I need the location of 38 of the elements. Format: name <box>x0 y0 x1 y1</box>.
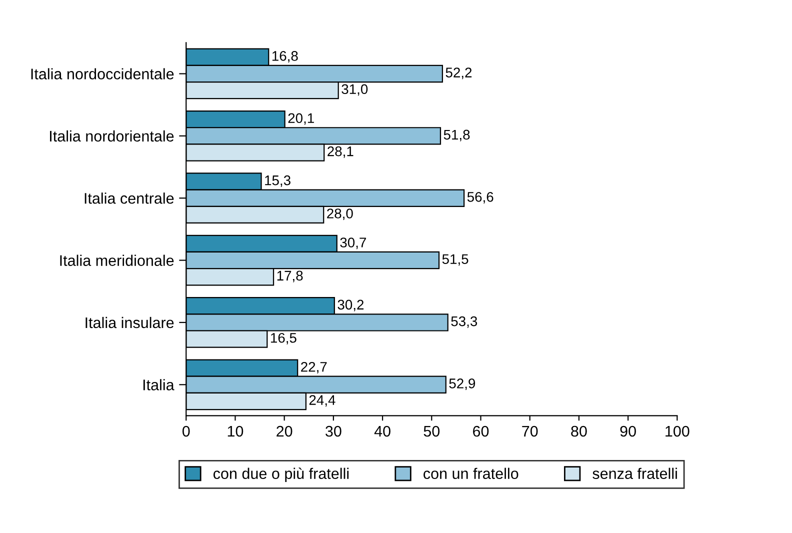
legend-label: con un fratello <box>424 468 518 480</box>
data-label: 20,1 <box>288 113 314 125</box>
data-label: 51,5 <box>442 254 468 266</box>
x-tick-label: 0 <box>182 426 190 437</box>
x-tick-label: 10 <box>228 426 244 437</box>
data-label: 52,9 <box>449 378 476 390</box>
data-label: 31,0 <box>342 84 368 96</box>
y-tick-label: Italia insulare <box>86 316 174 328</box>
y-tick-label: Italia nordoccidentale <box>31 68 174 80</box>
y-tick-label: Italia meridionale <box>60 254 174 266</box>
data-label: 16,8 <box>272 51 298 63</box>
x-tick-label: 90 <box>620 426 636 437</box>
y-tick-label: Italia centrale <box>84 192 174 204</box>
x-tick-label: 80 <box>571 426 587 437</box>
data-label: 22,7 <box>301 362 327 374</box>
x-tick-label: 100 <box>666 426 690 437</box>
data-label: 28,1 <box>328 146 354 158</box>
x-tick-label: 70 <box>522 426 538 437</box>
y-tick-label: Italia nordorientale <box>50 130 174 142</box>
data-label: 16,5 <box>270 332 296 344</box>
legend-label: con due o più fratelli <box>213 468 349 482</box>
data-label: 53,3 <box>451 316 478 328</box>
data-label: 56,6 <box>467 192 494 204</box>
x-tick-label: 20 <box>276 426 292 437</box>
data-label: 51,8 <box>444 130 470 142</box>
data-label: 30,2 <box>338 300 364 312</box>
data-label: 52,2 <box>446 68 472 80</box>
data-label: 28,0 <box>327 208 353 220</box>
data-label: 15,3 <box>265 175 290 187</box>
data-label: 17,8 <box>277 270 303 282</box>
x-tick-label: 30 <box>326 426 342 437</box>
x-tick-label: 40 <box>374 426 390 437</box>
y-tick-label: Italia <box>143 379 174 390</box>
x-tick-label: 60 <box>473 426 489 437</box>
data-label: 24,4 <box>309 395 336 407</box>
legend-label: senza fratelli <box>592 468 677 480</box>
x-tick-label: 50 <box>424 426 440 437</box>
data-label: 30,7 <box>340 238 366 250</box>
